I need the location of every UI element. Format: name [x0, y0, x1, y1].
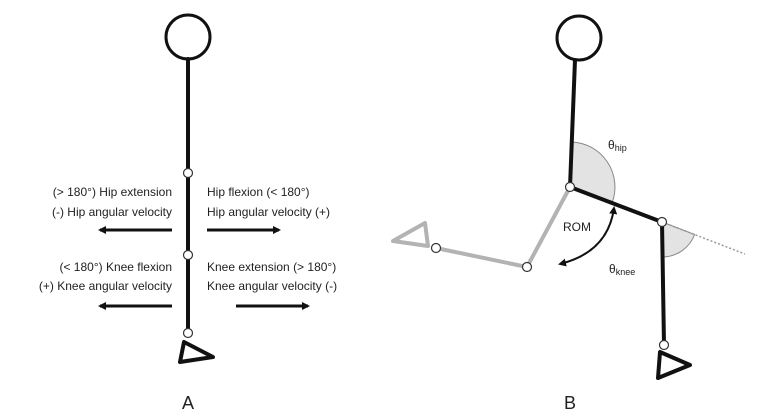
- ankle-joint: [660, 341, 669, 350]
- figure: (> 180°) Hip extension (-) Hip angular v…: [0, 0, 758, 416]
- gray-leg: [436, 187, 570, 267]
- gray-foot: [393, 223, 428, 246]
- head: [557, 16, 601, 60]
- subscript: knee: [616, 267, 636, 277]
- knee-angle-wedge: [662, 222, 695, 257]
- hip-left-text: (-) Hip angular velocity: [52, 205, 172, 219]
- head: [166, 15, 210, 59]
- foot: [180, 342, 213, 362]
- panel-a: (> 180°) Hip extension (-) Hip angular v…: [39, 15, 337, 413]
- knee-left-text: (+) Knee angular velocity: [39, 279, 172, 293]
- hip-right-text: Hip angular velocity (+): [207, 205, 330, 219]
- knee-joint: [658, 218, 667, 227]
- hip-right-text: Hip flexion (< 180°): [207, 185, 310, 199]
- knee-angle-label: θknee: [609, 262, 635, 277]
- rom-arrow: [560, 208, 614, 264]
- gray-ankle-joint: [432, 244, 441, 253]
- panel-label: B: [564, 393, 576, 413]
- rom-label: ROM: [563, 220, 591, 234]
- body-line: [570, 60, 664, 345]
- hip-left-text: (> 180°) Hip extension: [53, 185, 172, 199]
- panel-label: A: [182, 393, 194, 413]
- knee-left-text: (< 180°) Knee flexion: [59, 260, 172, 274]
- knee-right-text: Knee angular velocity (-): [207, 279, 337, 293]
- foot: [658, 352, 690, 378]
- hip-joint: [184, 169, 193, 178]
- panel-b: θhip θknee ROM B: [393, 16, 745, 413]
- knee-joint: [184, 251, 193, 260]
- ankle-joint: [184, 329, 193, 338]
- subscript: hip: [615, 143, 627, 153]
- gray-knee-joint: [523, 263, 532, 272]
- knee-right-text: Knee extension (> 180°): [207, 260, 336, 274]
- hip-angle-label: θhip: [608, 138, 627, 153]
- hip-joint: [566, 183, 575, 192]
